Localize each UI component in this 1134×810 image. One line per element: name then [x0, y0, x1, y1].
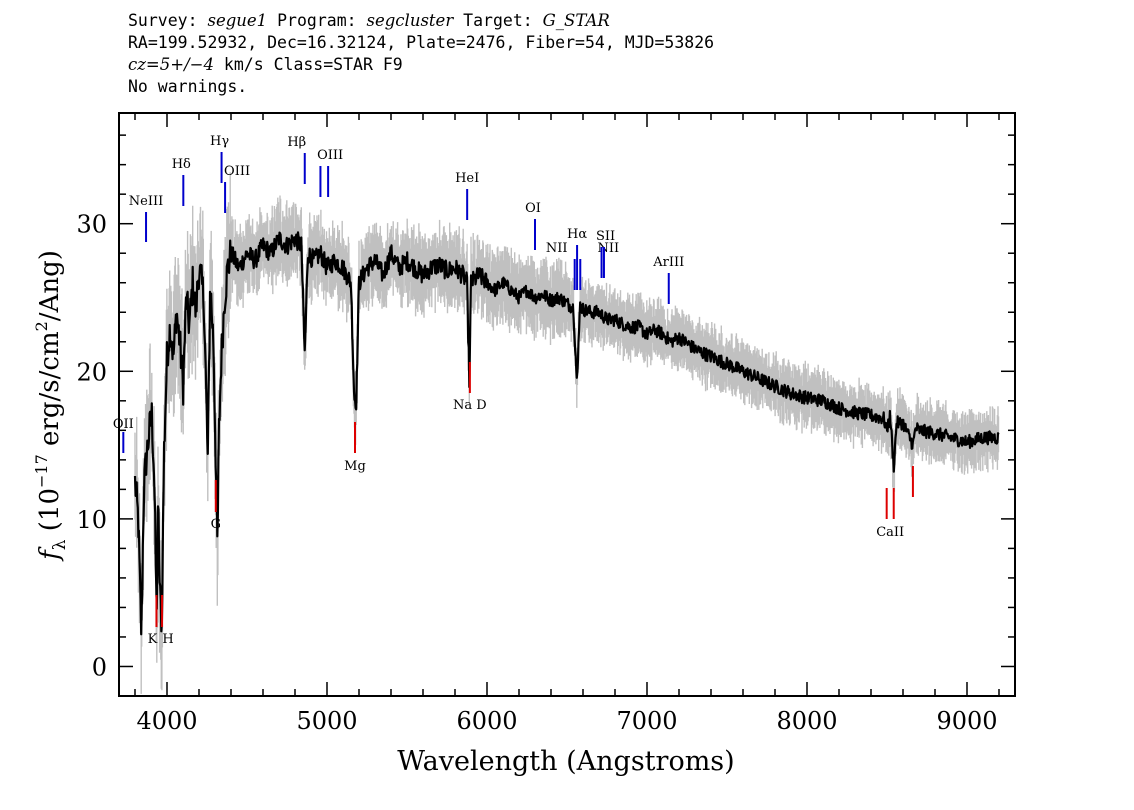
emission-line-label: SII	[596, 229, 615, 244]
y-tick-label: 30	[76, 211, 107, 239]
target-label: Target:	[453, 11, 543, 30]
ylabel-mid: erg/s/cm	[35, 331, 65, 454]
line-markers: OIINeIIIHδHγOIIIHβOIIIHeIOINIIHαNIISIIAr…	[113, 134, 914, 647]
ylabel-post: /Ang)	[35, 250, 65, 321]
emission-line-label: Hα	[567, 227, 587, 242]
class-value: km/s Class=STAR F9	[213, 55, 403, 74]
x-axis-label: Wavelength (Angstroms)	[397, 746, 734, 777]
header-line-survey: Survey: segue1 Program: segcluster Targe…	[128, 10, 714, 32]
program-label: Program:	[267, 11, 367, 30]
program-value: segcluster	[366, 11, 454, 30]
y-tick-label: 0	[92, 653, 107, 681]
absorption-line-label: G	[211, 517, 221, 532]
svg-text:fλ (10−17 erg/s/cm2/Ang): fλ (10−17 erg/s/cm2/Ang)	[32, 250, 70, 562]
emission-line-label: Hγ	[210, 134, 229, 149]
ylabel-pre: (10	[35, 488, 65, 540]
plot-frame	[118, 112, 1016, 697]
x-tick-label: 7000	[616, 707, 677, 735]
emission-line-label: NeIII	[129, 194, 163, 209]
absorption-line-label: H	[162, 632, 173, 647]
absorption-line-label: CaII	[876, 525, 904, 540]
ylabel-exp2: 2	[32, 321, 51, 331]
header-line-coordinates: RA=199.52932, Dec=16.32124, Plate=2476, …	[128, 33, 715, 52]
ylabel-exp1: −17	[32, 454, 51, 488]
header-line-redshift: cz=5+/−4 km/s Class=STAR F9	[128, 54, 714, 76]
emission-line-label: NII	[546, 241, 568, 256]
emission-line-label: HeI	[455, 171, 479, 186]
x-tick-label: 4000	[136, 707, 197, 735]
absorption-line-label: Na D	[453, 398, 487, 413]
emission-line-label: Hδ	[172, 157, 191, 172]
emission-line-label: OIII	[317, 148, 343, 163]
emission-line-label: Hβ	[287, 135, 306, 150]
emission-line-label: OI	[525, 201, 541, 216]
y-axis-label: fλ (10−17 erg/s/cm2/Ang)	[32, 250, 70, 562]
cz-value: cz=5+/−4	[128, 55, 214, 74]
y-tick-label: 10	[76, 506, 107, 534]
x-tick-label: 8000	[776, 707, 837, 735]
survey-label: Survey:	[128, 11, 208, 30]
emission-line-label: ArIII	[652, 255, 684, 270]
flux-series	[133, 231, 1000, 636]
flux-line	[133, 231, 1000, 636]
x-tick-label: 5000	[296, 707, 357, 735]
absorption-line-label: Mg	[344, 459, 366, 474]
absorption-line-label: K	[148, 632, 158, 647]
survey-value: segue1	[207, 11, 268, 30]
axes: 4000 5000 6000 7000 8000 9000 0 10 20 30	[76, 112, 1016, 735]
spectrum-header: Survey: segue1 Program: segcluster Targe…	[128, 10, 714, 98]
target-value: G_STAR	[542, 11, 610, 30]
x-tick-label: 9000	[936, 707, 997, 735]
x-tick-label: 6000	[456, 707, 517, 735]
y-tick-label: 20	[76, 358, 107, 386]
header-line-warnings: No warnings.	[128, 77, 248, 96]
emission-line-label: OIII	[224, 164, 250, 179]
emission-line-label: NII	[597, 241, 619, 256]
ylabel-lambda: λ	[50, 539, 70, 550]
